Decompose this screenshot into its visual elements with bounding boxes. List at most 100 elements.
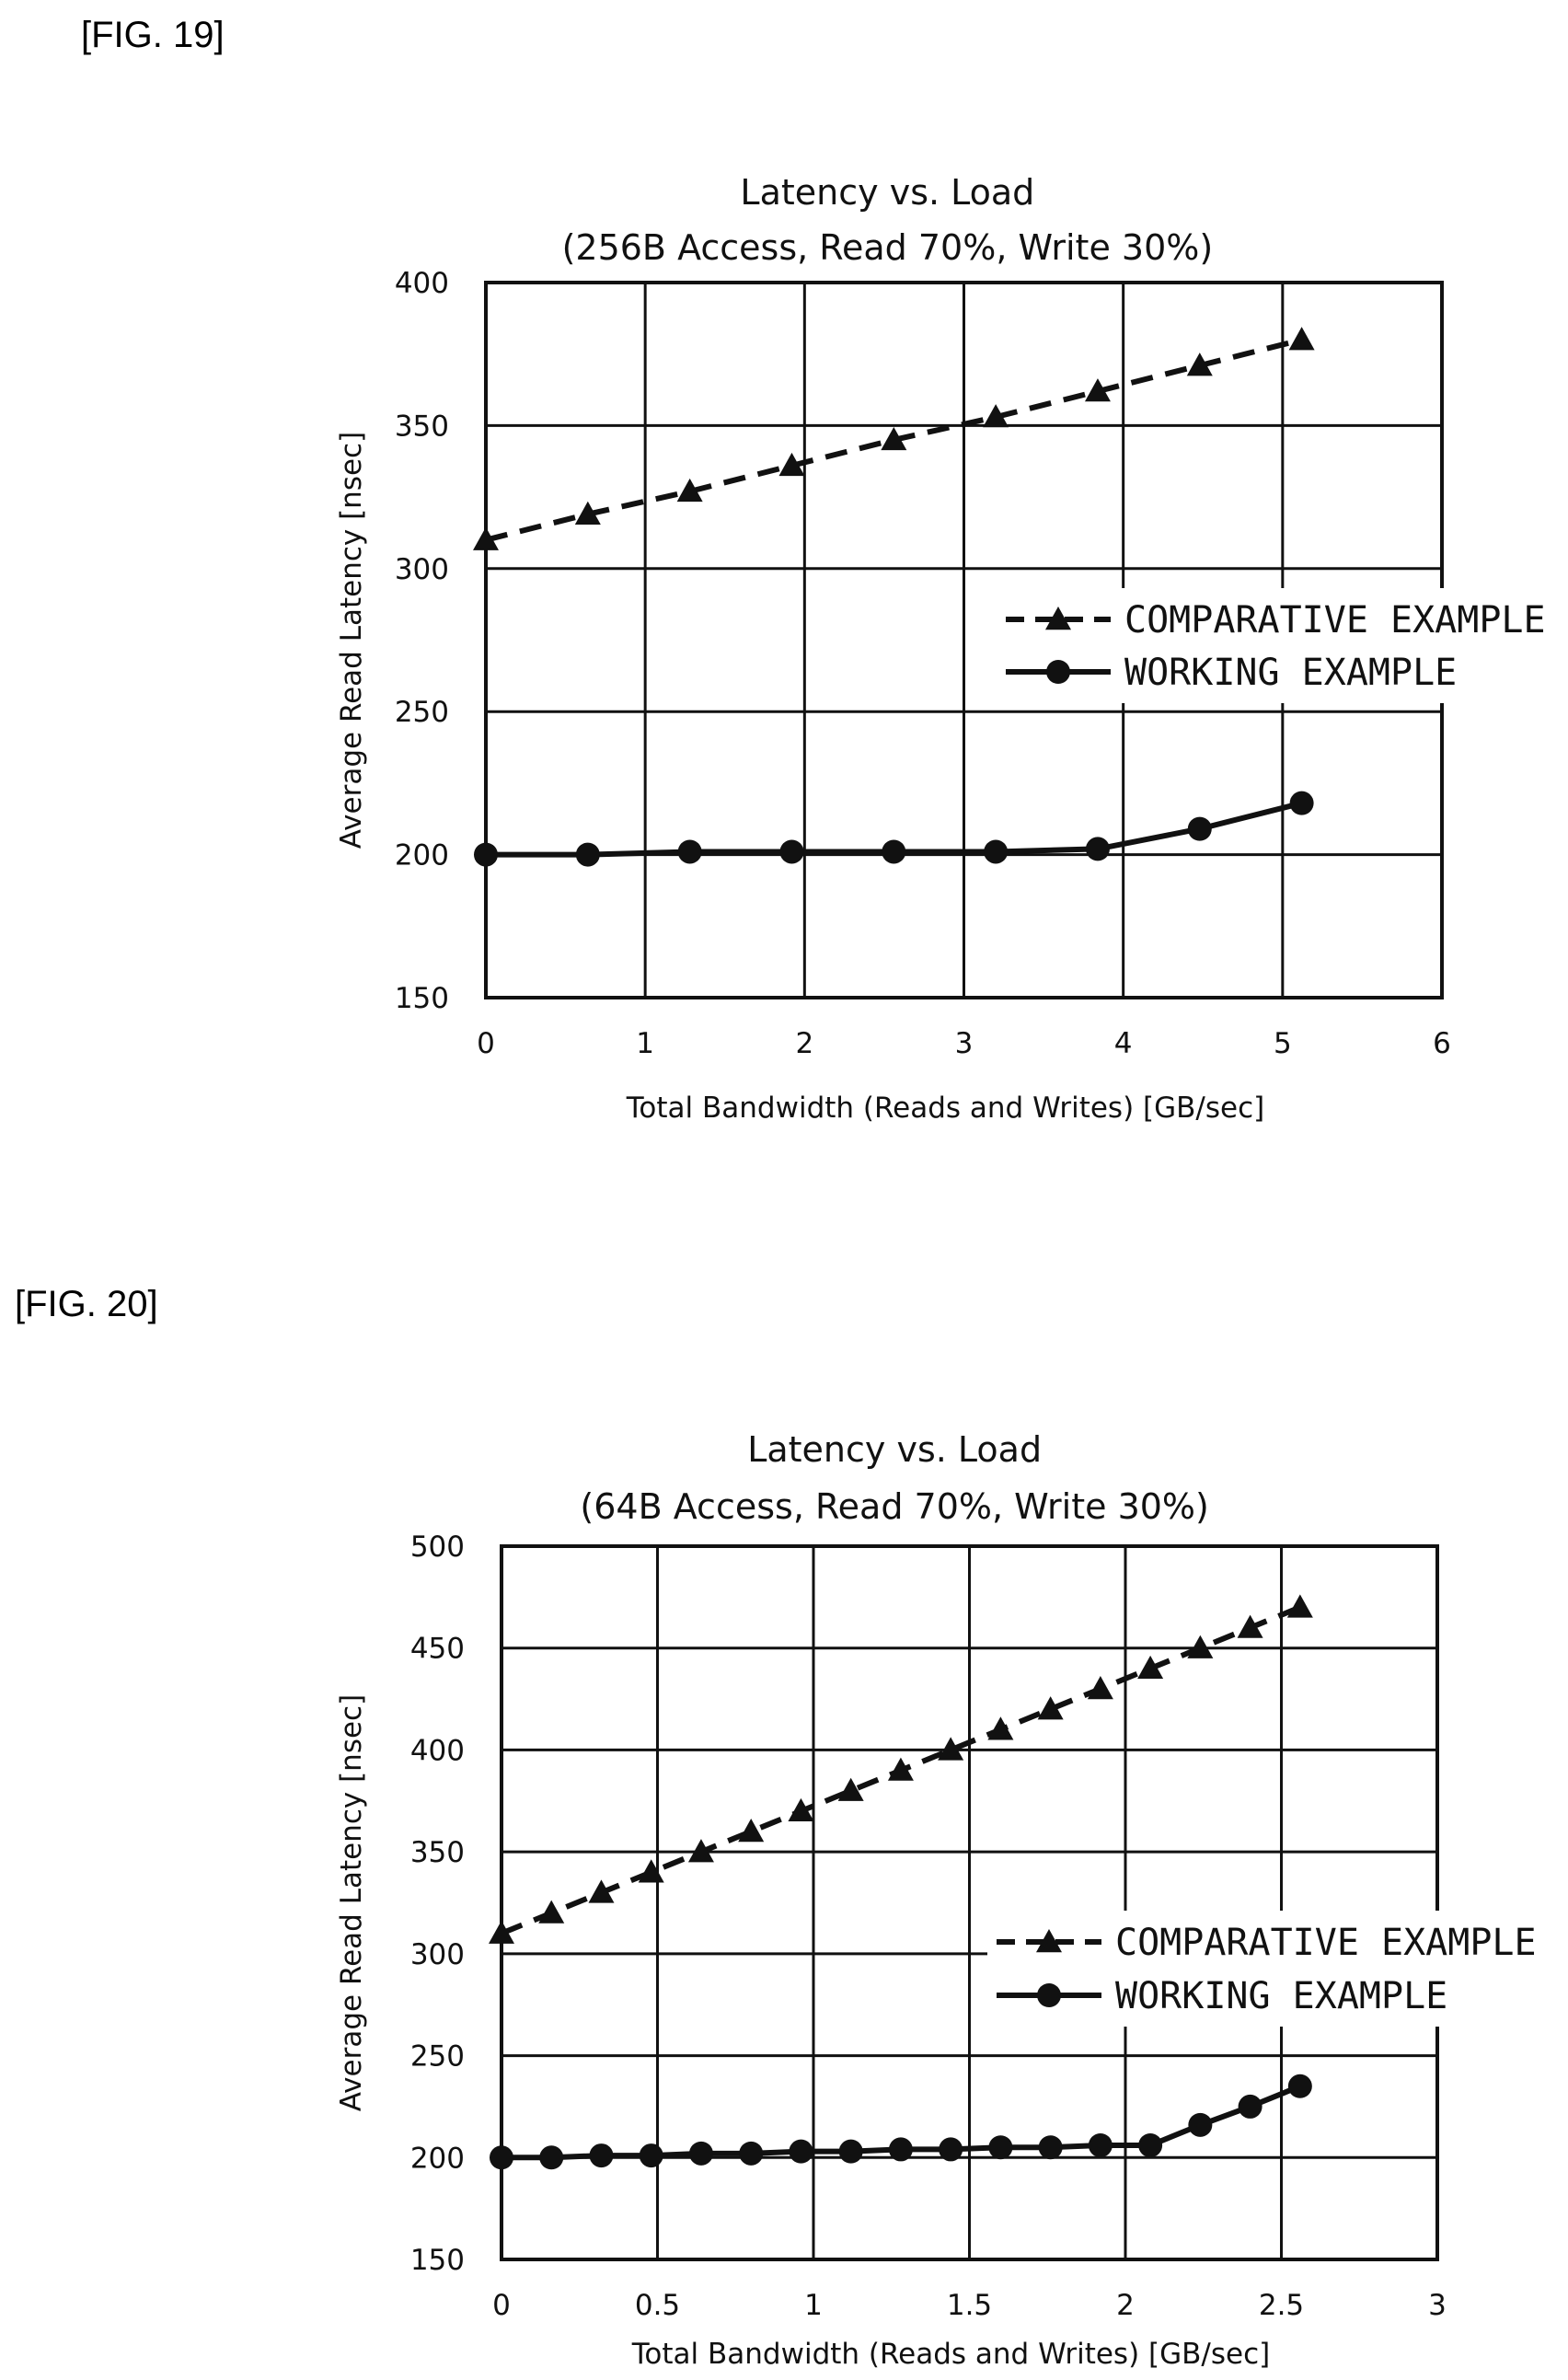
y-axis-label: Average Read Latency [nsec]	[335, 1694, 368, 2111]
data-point-working	[1188, 2112, 1213, 2137]
data-point-working	[1088, 2133, 1113, 2157]
data-point-comparative	[574, 501, 601, 525]
plot-area-frame	[500, 1544, 1439, 2261]
data-point-working	[1238, 2094, 1262, 2119]
legend-label: WORKING EXAMPLE	[1115, 1975, 1447, 2017]
data-point-working	[575, 842, 600, 867]
chart-subtitle: (256B Access, Read 70%, Write 30%)	[562, 227, 1214, 268]
x-tick-label: 2.5	[1259, 2289, 1304, 2322]
y-tick-label: 500	[410, 1531, 465, 1564]
x-tick-label: 0	[477, 1027, 495, 1060]
data-point-comparative	[778, 452, 805, 477]
data-point-comparative	[1288, 327, 1315, 351]
x-tick-label: 4	[1114, 1027, 1133, 1060]
data-point-working	[988, 2135, 1013, 2160]
data-point-comparative	[1087, 1676, 1113, 1700]
x-tick-label: 5	[1274, 1027, 1292, 1060]
x-tick-label: 0	[492, 2289, 511, 2322]
data-point-working	[882, 839, 906, 864]
data-point-working	[490, 2145, 513, 2170]
data-point-comparative	[1187, 1635, 1214, 1658]
legend-marker-triangle	[1045, 607, 1071, 630]
legend-label: WORKING EXAMPLE	[1124, 652, 1457, 694]
data-point-working	[888, 2137, 913, 2162]
data-point-comparative	[638, 1859, 664, 1883]
data-point-comparative	[489, 1920, 514, 1944]
y-tick-label: 350	[410, 1836, 465, 1869]
data-point-working	[1187, 816, 1212, 841]
data-point-working	[1085, 837, 1110, 861]
data-point-comparative	[1186, 352, 1213, 376]
y-tick-label: 200	[410, 2142, 465, 2175]
y-tick-label: 300	[395, 553, 449, 586]
data-point-working	[779, 839, 804, 864]
legend-marker-circle	[1046, 660, 1070, 684]
data-point-working	[984, 839, 1009, 864]
y-tick-label: 150	[410, 2244, 465, 2277]
data-point-comparative	[987, 1716, 1014, 1740]
data-point-working	[939, 2137, 963, 2162]
data-point-working	[688, 2141, 713, 2166]
y-tick-label: 400	[410, 1734, 465, 1767]
data-point-comparative	[1237, 1614, 1263, 1638]
y-tick-label: 250	[410, 2040, 465, 2074]
legend-marker-triangle	[1036, 1929, 1062, 1953]
data-point-comparative	[738, 1819, 765, 1843]
data-point-comparative	[687, 1839, 714, 1863]
data-point-comparative	[676, 478, 703, 503]
x-tick-label: 3	[955, 1027, 974, 1060]
y-tick-label: 400	[395, 267, 449, 300]
figure-20-label: [FIG. 20]	[15, 1284, 158, 1324]
data-point-comparative	[538, 1900, 565, 1924]
data-point-working	[1289, 791, 1314, 815]
legend-background	[987, 1911, 1557, 2027]
data-point-comparative	[983, 404, 1009, 428]
data-point-comparative	[788, 1797, 814, 1822]
data-point-working	[789, 2139, 813, 2164]
data-point-working	[1138, 2133, 1163, 2157]
x-axis-label: Total Bandwidth (Reads and Writes) [GB/s…	[631, 2338, 1270, 2371]
chart-subtitle: (64B Access, Read 70%, Write 30%)	[580, 1486, 1208, 1527]
x-tick-label: 2	[1116, 2289, 1135, 2322]
data-point-working	[474, 842, 498, 867]
data-point-comparative	[1286, 1594, 1313, 1618]
data-point-working	[539, 2145, 564, 2170]
figure-19-label: [FIG. 19]	[81, 15, 225, 55]
x-tick-label: 0.5	[635, 2289, 680, 2322]
data-point-comparative	[881, 426, 907, 451]
y-tick-label: 150	[395, 982, 449, 1015]
data-point-comparative	[938, 1737, 964, 1761]
y-tick-label: 250	[395, 696, 449, 729]
data-point-working	[639, 2143, 663, 2168]
x-tick-label: 2	[795, 1027, 813, 1060]
data-point-comparative	[887, 1757, 914, 1781]
data-point-comparative	[1137, 1655, 1164, 1680]
legend-label: COMPARATIVE EXAMPLE	[1124, 599, 1546, 641]
data-point-comparative	[1037, 1696, 1064, 1720]
y-tick-label: 450	[410, 1633, 465, 1666]
latency-chart-fig19: Latency vs. Load (256B Access, Read 70%, …	[335, 172, 1562, 1125]
data-point-comparative	[837, 1777, 864, 1801]
x-axis-label: Total Bandwidth (Reads and Writes) [GB/s…	[626, 1092, 1264, 1125]
latency-chart-fig20: Latency vs. Load (64B Access, Read 70%, W…	[335, 1429, 1557, 2371]
x-tick-label: 1.5	[947, 2289, 992, 2322]
data-point-working	[1038, 2135, 1063, 2160]
data-point-working	[739, 2141, 764, 2166]
x-tick-label: 1	[804, 2289, 823, 2322]
chart-title: Latency vs. Load	[740, 172, 1034, 213]
x-tick-label: 1	[636, 1027, 654, 1060]
data-point-comparative	[588, 1879, 615, 1903]
legend-label: COMPARATIVE EXAMPLE	[1115, 1922, 1537, 1964]
data-point-working	[589, 2143, 614, 2168]
x-tick-label: 6	[1433, 1027, 1451, 1060]
chart-title: Latency vs. Load	[747, 1429, 1042, 1470]
data-point-working	[1287, 2074, 1312, 2098]
legend-background	[997, 588, 1562, 703]
legend-marker-circle	[1037, 1983, 1061, 2007]
data-point-working	[677, 839, 702, 864]
data-point-working	[838, 2139, 863, 2164]
y-tick-label: 200	[395, 839, 449, 872]
data-point-comparative	[473, 526, 499, 550]
y-tick-label: 350	[395, 410, 449, 443]
x-tick-label: 3	[1428, 2289, 1447, 2322]
